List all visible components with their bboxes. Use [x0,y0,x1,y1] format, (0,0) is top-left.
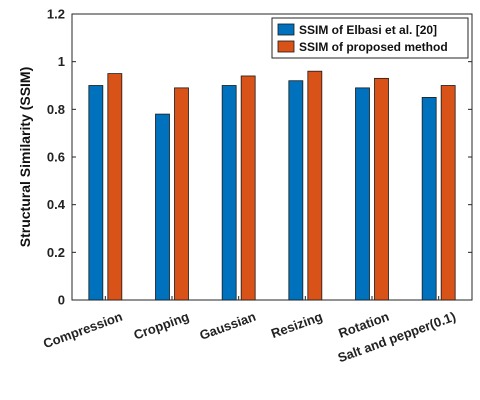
y-tick-label: 0.8 [47,102,65,117]
bar-proposed-gaussian [240,75,256,301]
legend-label: SSIM of Elbasi et al. [20] [299,23,437,37]
bar-elbasi-salt-and-pepper-0-1- [421,97,437,301]
bar-elbasi-cropping [155,113,170,301]
y-tick-label: 0 [58,293,65,308]
bar-elbasi-resizing [288,80,304,301]
legend-swatch [277,23,295,36]
legend-box [271,17,469,59]
y-tick-label: 1 [58,54,65,69]
y-tick-label: 0.6 [47,150,65,165]
bar-proposed-cropping [174,87,189,301]
y-tick-label: 0.4 [47,197,66,212]
bar-proposed-compression [107,73,123,301]
bar-elbasi-gaussian [221,85,237,301]
plot-area: 0 0.2 0.4 0.6 0.8 1 1.2 Compression Cropping Gaus… [41,7,473,366]
bar-elbasi-compression [88,85,104,301]
x-tick-label: Cropping [132,309,191,343]
y-tick-label: 0.2 [47,245,65,260]
x-tick-label: Resizing [269,309,324,341]
plot-frame [71,13,473,301]
legend-label: SSIM of proposed method [299,40,448,54]
x-tick-label: Salt and pepper(0.1) [336,309,458,366]
legend-swatch [277,40,295,53]
bar-proposed-rotation [374,77,389,301]
bar-elbasi-rotation [355,87,370,301]
y-axis-label: Structural Similarity (SSIM) [17,67,33,247]
legend: SSIM of Elbasi et al. [20] SSIM of propos… [271,17,469,59]
x-tick-label: Compression [41,309,124,352]
y-tick-label: 1.2 [47,7,65,22]
bar-proposed-salt-and-pepper-0-1- [440,85,456,301]
bar-proposed-resizing [307,70,323,301]
x-tick-label: Gaussian [198,309,258,343]
